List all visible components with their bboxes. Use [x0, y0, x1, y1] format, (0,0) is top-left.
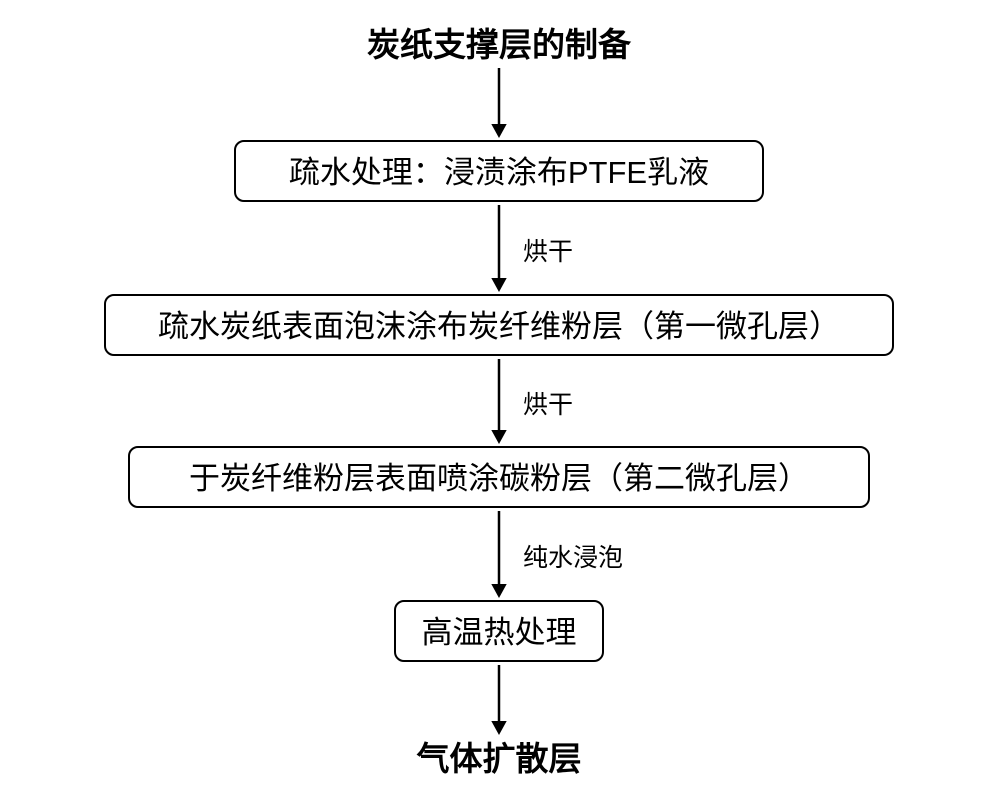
flow-text: 炭纸支撑层的制备 [329, 24, 669, 66]
flow-arrow-label: 烘干 [523, 385, 573, 421]
flow-box: 疏水炭纸表面泡沫涂布炭纤维粉层（第一微孔层） [104, 294, 894, 356]
flow-arrow [479, 491, 519, 618]
flow-box: 高温热处理 [394, 600, 604, 662]
flow-box: 于炭纤维粉层表面喷涂碳粉层（第二微孔层） [128, 446, 870, 508]
flow-arrow [479, 185, 519, 312]
flowchart-canvas: 烘干烘干纯水浸泡炭纸支撑层的制备疏水处理：浸渍涂布PTFE乳液疏水炭纸表面泡沫涂… [0, 0, 1000, 801]
flow-arrow-label: 烘干 [523, 232, 573, 268]
flow-box: 疏水处理：浸渍涂布PTFE乳液 [234, 140, 764, 202]
flow-text: 气体扩散层 [369, 738, 629, 780]
flow-arrow-label: 纯水浸泡 [523, 538, 623, 574]
